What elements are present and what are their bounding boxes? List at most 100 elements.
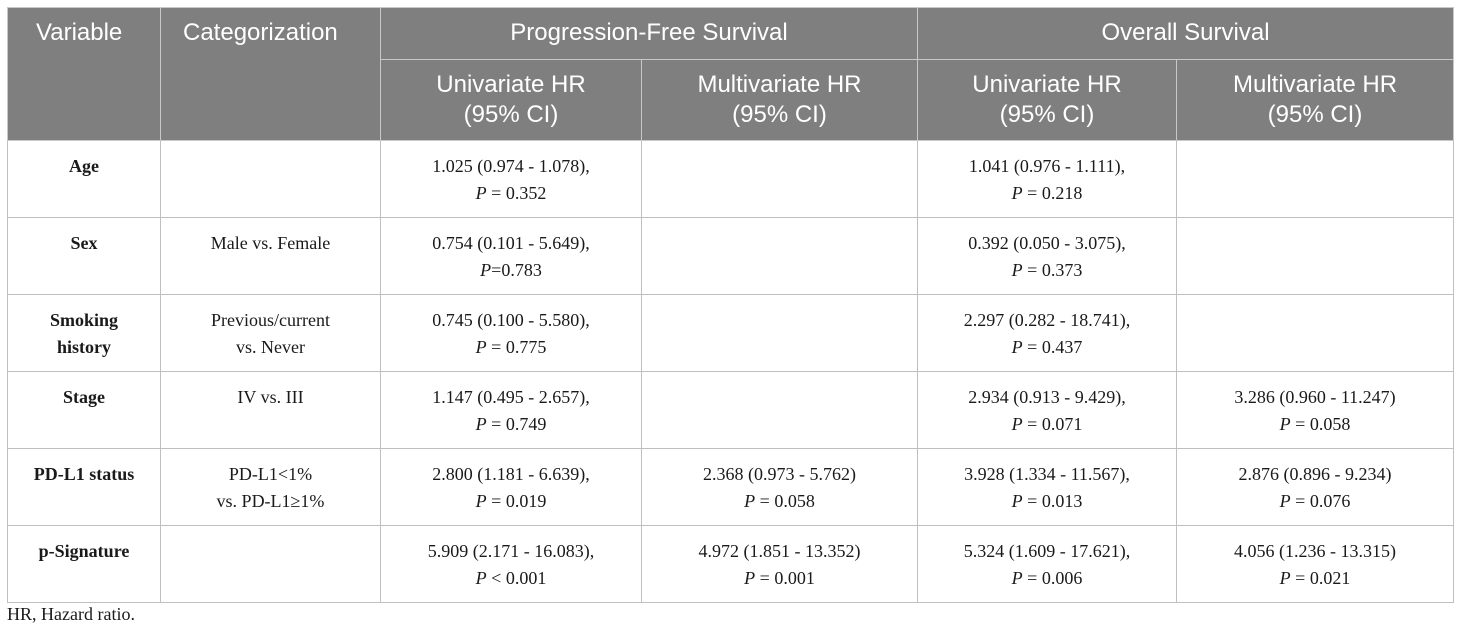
- cell-os-multi: [1175, 217, 1455, 295]
- p-label: P: [1279, 491, 1291, 511]
- cell-pfs-multi: [641, 217, 918, 295]
- cell-text-line: IV vs. III: [237, 387, 304, 407]
- p-value-line: P = 0.775: [387, 334, 635, 361]
- p-value: = 0.749: [486, 414, 547, 434]
- hazard-ratio-ci: 1.041 (0.976 - 1.111),: [968, 156, 1126, 176]
- table-row: Stage IV vs. III 1.147 (0.495 - 2.657), P =…: [7, 371, 1455, 449]
- hazard-ratio-table: Variable Categorization Progression-Free…: [7, 7, 1455, 603]
- table-row: Age 1.025 (0.974 - 1.078), P = 0.352 1.041 …: [7, 140, 1455, 218]
- cell-variable: p-Signature: [7, 525, 161, 603]
- p-label: P: [1011, 183, 1023, 203]
- p-value: = 0.006: [1022, 568, 1083, 588]
- hazard-ratio-ci: 3.928 (1.334 - 11.567),: [964, 464, 1130, 484]
- p-value-line: P < 0.001: [387, 565, 635, 592]
- cell-os-uni: 0.392 (0.050 - 3.075), P = 0.373: [917, 217, 1177, 295]
- hazard-ratio-ci: 2.368 (0.973 - 5.762): [703, 464, 856, 484]
- cell-text-line: history: [57, 337, 111, 357]
- cell-os-uni: 2.934 (0.913 - 9.429), P = 0.071: [917, 371, 1177, 449]
- cell-variable: PD-L1 status: [7, 448, 161, 526]
- header-os-univariate-line2: (95% CI): [999, 101, 1095, 128]
- cell-pfs-multi: [641, 371, 918, 449]
- cell-pfs-uni: 1.147 (0.495 - 2.657), P = 0.749: [380, 371, 642, 449]
- p-value: = 0.218: [1022, 183, 1083, 203]
- p-value-line: P = 0.019: [387, 488, 635, 515]
- p-label: P: [744, 491, 756, 511]
- cell-categorization: IV vs. III: [160, 371, 381, 449]
- p-value: = 0.071: [1022, 414, 1083, 434]
- cell-os-multi: 3.286 (0.960 - 11.247) P = 0.058: [1175, 371, 1455, 449]
- cell-os-uni: 5.324 (1.609 - 17.621), P = 0.006: [917, 525, 1177, 603]
- cell-categorization: Previous/current vs. Never: [160, 294, 381, 372]
- header-pfs-univariate-line2: (95% CI): [463, 101, 559, 128]
- table-row: Smoking history Previous/current vs. Never 0…: [7, 294, 1455, 372]
- header-os-multivariate-line1: Multivariate HR: [1232, 71, 1398, 98]
- cell-pfs-multi: 2.368 (0.973 - 5.762) P = 0.058: [641, 448, 918, 526]
- cell-text-line: Sex: [70, 233, 98, 253]
- hazard-ratio-ci: 0.745 (0.100 - 5.580),: [432, 310, 590, 330]
- p-value: = 0.021: [1290, 568, 1351, 588]
- p-value-line: P = 0.006: [924, 565, 1170, 592]
- cell-os-uni: 2.297 (0.282 - 18.741), P = 0.437: [917, 294, 1177, 372]
- hazard-ratio-ci: 4.972 (1.851 - 13.352): [698, 541, 861, 561]
- header-pfs-multivariate-line1: Multivariate HR: [697, 71, 862, 98]
- header-os-multivariate-line2: (95% CI): [1267, 101, 1363, 128]
- cell-text-line: vs. Never: [236, 337, 305, 357]
- p-label: P: [480, 260, 492, 280]
- p-label: P: [1011, 337, 1023, 357]
- header-pfs-multivariate: Multivariate HR (95% CI): [641, 59, 918, 141]
- hazard-ratio-ci: 2.876 (0.896 - 9.234): [1238, 464, 1392, 484]
- cell-pfs-uni: 5.909 (2.171 - 16.083), P < 0.001: [380, 525, 642, 603]
- header-variable: Variable: [7, 7, 161, 141]
- cell-categorization: [160, 140, 381, 218]
- header-os-univariate: Univariate HR (95% CI): [917, 59, 1177, 141]
- p-label: P: [1011, 491, 1023, 511]
- p-value-line: P = 0.021: [1183, 565, 1447, 592]
- p-label: P: [475, 183, 487, 203]
- cell-os-uni: 3.928 (1.334 - 11.567), P = 0.013: [917, 448, 1177, 526]
- p-label: P: [1011, 414, 1023, 434]
- p-label: P: [1011, 568, 1023, 588]
- cell-os-uni: 1.041 (0.976 - 1.111), P = 0.218: [917, 140, 1177, 218]
- cell-pfs-uni: 0.754 (0.101 - 5.649), P=0.783: [380, 217, 642, 295]
- cell-variable: Age: [7, 140, 161, 218]
- p-label: P: [475, 568, 487, 588]
- table-row: PD-L1 status PD-L1<1% vs. PD-L1≥1% 2.800 (1…: [7, 448, 1455, 526]
- p-value: = 0.373: [1022, 260, 1083, 280]
- hazard-ratio-ci: 5.324 (1.609 - 17.621),: [963, 541, 1131, 561]
- p-value-line: P = 0.058: [1183, 411, 1447, 438]
- header-os-univariate-line1: Univariate HR: [972, 71, 1122, 98]
- cell-text-line: PD-L1<1%: [228, 464, 313, 484]
- table-body: Age 1.025 (0.974 - 1.078), P = 0.352 1.041 …: [7, 140, 1455, 603]
- cell-categorization: [160, 525, 381, 603]
- cell-os-multi: 2.876 (0.896 - 9.234) P = 0.076: [1175, 448, 1455, 526]
- cell-variable: Stage: [7, 371, 161, 449]
- cell-variable: Smoking history: [7, 294, 161, 372]
- p-value: = 0.058: [755, 491, 815, 511]
- cell-text-line: Male vs. Female: [210, 233, 331, 253]
- header-os-multivariate: Multivariate HR (95% CI): [1175, 59, 1455, 141]
- p-value-line: P = 0.352: [387, 180, 635, 207]
- cell-os-multi: [1175, 294, 1455, 372]
- p-value-line: P = 0.013: [924, 488, 1170, 515]
- p-label: P: [475, 337, 487, 357]
- p-value: = 0.001: [755, 568, 815, 588]
- cell-text-line: vs. PD-L1≥1%: [216, 491, 325, 511]
- p-value: = 0.352: [486, 183, 547, 203]
- p-value-line: P = 0.076: [1183, 488, 1447, 515]
- hazard-ratio-ci: 2.297 (0.282 - 18.741),: [963, 310, 1131, 330]
- cell-pfs-uni: 2.800 (1.181 - 6.639), P = 0.019: [380, 448, 642, 526]
- cell-os-multi: 4.056 (1.236 - 13.315) P = 0.021: [1175, 525, 1455, 603]
- p-value-line: P = 0.001: [648, 565, 911, 592]
- hazard-ratio-ci: 1.147 (0.495 - 2.657),: [432, 387, 590, 407]
- p-value: = 0.013: [1022, 491, 1083, 511]
- p-value-line: P = 0.437: [924, 334, 1170, 361]
- cell-pfs-multi: [641, 140, 918, 218]
- hazard-ratio-ci: 0.392 (0.050 - 3.075),: [968, 233, 1126, 253]
- p-value: = 0.019: [486, 491, 547, 511]
- table-row: p-Signature 5.909 (2.171 - 16.083), P < 0.…: [7, 525, 1455, 603]
- header-pfs-multivariate-line2: (95% CI): [732, 101, 827, 128]
- p-value: = 0.775: [486, 337, 547, 357]
- p-value: = 0.437: [1022, 337, 1083, 357]
- cell-text-line: Stage: [63, 387, 105, 407]
- footnote: HR, Hazard ratio.: [7, 604, 135, 624]
